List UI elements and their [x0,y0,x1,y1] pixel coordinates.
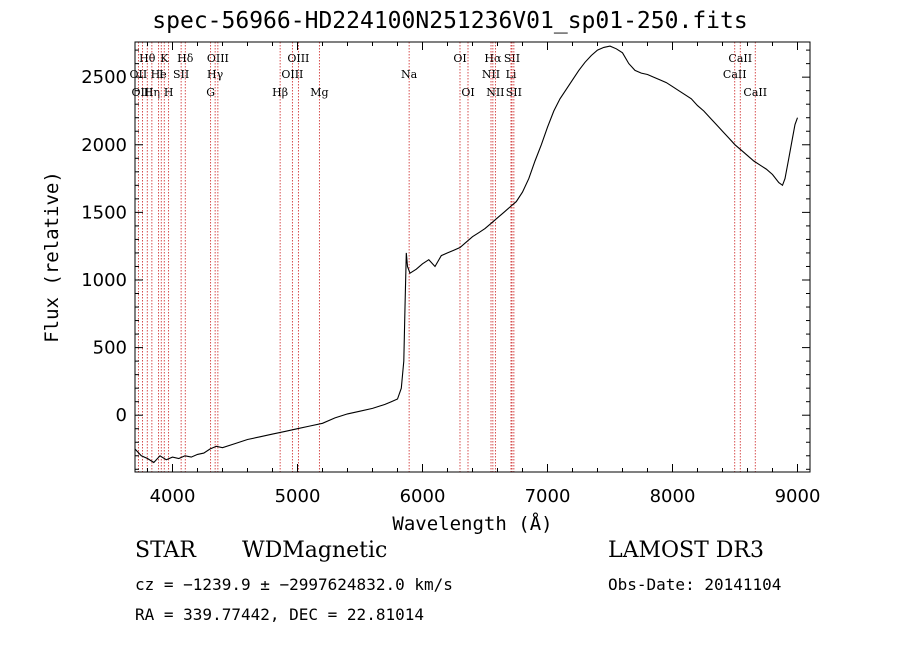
plot-frame [134,41,811,473]
spectral-line-label: Hθ [139,52,156,65]
spectral-line-label: OIII [131,86,153,99]
spectral-line-label: Mg [310,86,328,99]
spectral-line-label: I [159,68,163,81]
y-axis-label: Flux (relative) [41,171,63,343]
spectral-line-label: Hγ [207,68,224,81]
x-axis-label: Wavelength (Å) [392,512,552,535]
x-tick-label: 7000 [525,486,571,507]
spectral-line-label: He [151,68,167,81]
spectral-line-label: OII [130,68,148,81]
spectral-line-label: OIII [287,52,309,65]
spectral-line-label: NII [482,68,500,81]
spectral-line-label: OIII [207,52,229,65]
y-tick-label: 2500 [81,67,127,88]
spectral-line-label: Hη [144,86,160,99]
spectral-line-label: CaII [723,68,747,81]
spectral-line-label: SII [506,86,522,99]
spectral-line-label: Hδ [177,52,194,65]
y-tick-label: 1000 [81,270,127,291]
spectral-line-label: Hα [484,52,502,65]
survey-name: LAMOST DR3 [608,538,764,563]
object-subclass: WDMagnetic [242,538,388,563]
y-tick-label: 0 [116,405,127,426]
ra-dec: RA = 339.77442, DEC = 22.81014 [135,605,424,624]
chart-title: spec-56966-HD224100N251236V01_sp01-250.f… [152,8,748,34]
spectral-line-label: OIII [281,68,303,81]
object-class: STAR [135,538,196,563]
y-tick-label: 500 [93,338,127,359]
spectral-line-label: CaII [743,86,767,99]
spectral-line-label: G [206,86,215,99]
observation-date: Obs-Date: 20141104 [608,575,782,594]
spectral-line-label: SII [173,68,189,81]
spectral-line-label: OI [461,86,474,99]
x-tick-label: 9000 [775,486,821,507]
spectral-line-label: K [160,52,169,65]
spectral-line-label: OI [453,52,466,65]
x-tick-label: 4000 [150,486,196,507]
spectral-line-label: CaII [728,52,752,65]
spectral-line-label: SII [504,52,520,65]
x-tick-label: 8000 [650,486,696,507]
spectral-line-label: NII [486,86,504,99]
spectral-line-label: Hβ [272,86,288,99]
spectral-line-label: H [164,86,174,99]
redshift-cz: cz = −1239.9 ± −2997624832.0 km/s [135,575,453,594]
x-tick-label: 5000 [275,486,321,507]
spectrum-line [134,45,799,464]
spectral-line-label: Na [401,68,418,81]
y-tick-label: 1500 [81,202,127,223]
x-tick-label: 6000 [400,486,446,507]
spectral-line-label: Li [506,68,517,81]
y-tick-label: 2000 [81,135,127,156]
